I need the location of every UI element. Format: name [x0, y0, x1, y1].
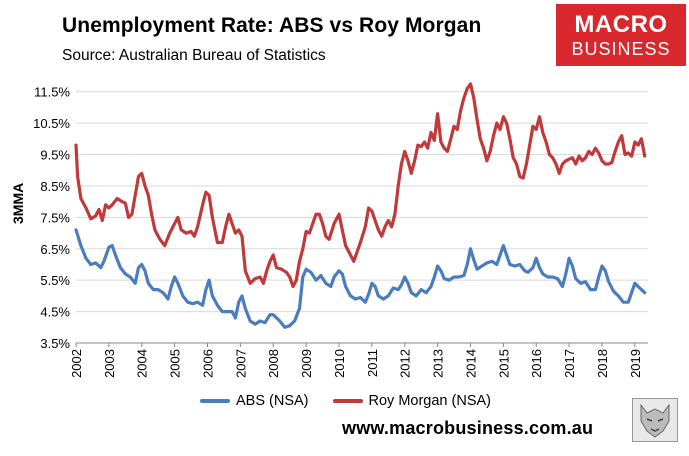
x-tick-label: 2010 — [332, 349, 347, 378]
legend-item-roy-morgan: Roy Morgan (NSA) — [332, 393, 491, 409]
x-tick-label: 2005 — [168, 349, 183, 378]
y-tick-label: 11.5% — [34, 85, 70, 100]
chart-title: Unemployment Rate: ABS vs Roy Morgan — [62, 14, 482, 37]
y-tick-label: 7.5% — [40, 210, 70, 225]
x-tick-label: 2014 — [463, 349, 478, 378]
x-tick-label: 2016 — [529, 349, 544, 378]
legend-label-abs: ABS (NSA) — [236, 393, 309, 409]
series-line-roy-morgan — [74, 82, 647, 289]
x-tick-label: 2007 — [233, 349, 248, 378]
y-tick-label: 3.5% — [40, 336, 70, 351]
legend-item-abs: ABS (NSA) — [200, 393, 309, 409]
x-tick-label: 2004 — [135, 349, 150, 378]
x-tick-label: 2019 — [628, 349, 643, 378]
x-tick-label: 2013 — [431, 349, 446, 378]
series-line-abs — [74, 228, 647, 329]
x-tick-label: 2006 — [200, 349, 215, 378]
y-tick-label: 5.5% — [40, 273, 70, 288]
macrobusiness-logo[interactable]: MACRO BUSINESS — [556, 4, 686, 66]
logo-line-2: BUSINESS — [571, 39, 671, 59]
x-tick-label: 2002 — [69, 349, 84, 378]
legend-swatch-abs — [200, 399, 230, 403]
chart-legend: ABS (NSA) Roy Morgan (NSA) — [200, 391, 515, 411]
x-tick-label: 2003 — [102, 349, 117, 378]
x-tick-label: 2008 — [266, 349, 281, 378]
logo-line-1: MACRO — [574, 11, 668, 38]
chart-source: Source: Australian Bureau of Statistics — [62, 47, 326, 64]
legend-swatch-roy-morgan — [332, 399, 363, 403]
x-tick-label: 2011 — [365, 349, 380, 377]
y-tick-label: 4.5% — [40, 305, 70, 320]
x-tick-label: 2009 — [299, 349, 314, 378]
y-tick-label: 10.5% — [33, 116, 70, 131]
x-tick-label: 2012 — [398, 349, 413, 378]
website-url[interactable]: www.macrobusiness.com.au — [342, 418, 594, 438]
legend-label-roy-morgan: Roy Morgan (NSA) — [368, 393, 491, 409]
x-tick-label: 2015 — [496, 349, 511, 378]
y-tick-label: 9.5% — [40, 148, 70, 163]
x-tick-label: 2017 — [562, 349, 577, 378]
y-tick-label: 8.5% — [40, 179, 70, 194]
y-tick-label: 6.5% — [40, 242, 70, 257]
wolf-logo-icon — [632, 398, 678, 442]
x-tick-label: 2018 — [595, 349, 610, 378]
